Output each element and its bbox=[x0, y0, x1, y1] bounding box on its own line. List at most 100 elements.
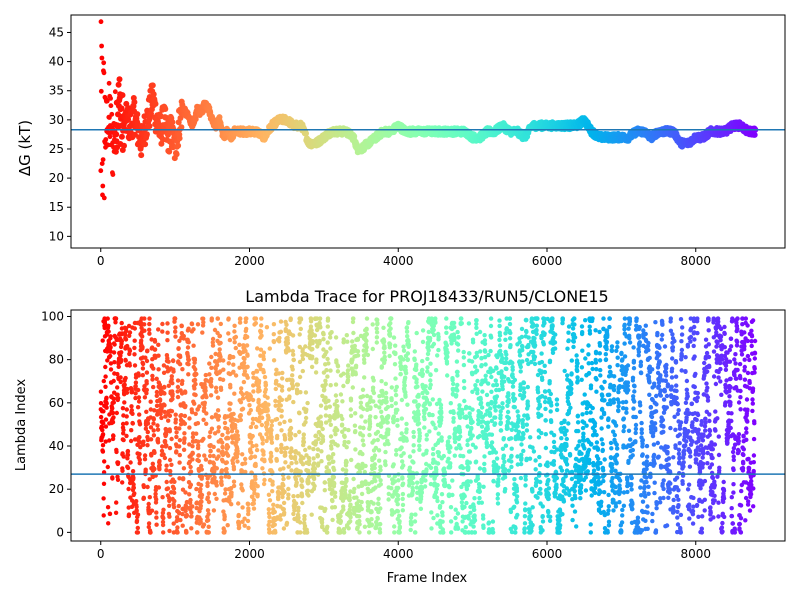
lambda-point bbox=[341, 372, 345, 376]
lambda-point bbox=[183, 404, 187, 408]
lambda-point bbox=[241, 396, 245, 400]
lambda-point bbox=[323, 507, 327, 511]
lambda-point bbox=[176, 395, 180, 399]
lambda-point bbox=[167, 384, 171, 388]
lambda-point bbox=[256, 484, 260, 488]
lambda-point bbox=[341, 507, 345, 511]
lambda-point bbox=[229, 502, 233, 506]
lambda-point bbox=[207, 491, 211, 495]
lambda-point bbox=[101, 432, 105, 436]
lambda-point bbox=[190, 457, 194, 461]
lambda-point bbox=[162, 403, 166, 407]
lambda-point bbox=[266, 403, 270, 407]
lambda-point bbox=[400, 398, 404, 402]
lambda-point bbox=[356, 338, 360, 342]
lambda-point bbox=[138, 458, 142, 462]
lambda-point bbox=[262, 478, 266, 482]
lambda-point bbox=[228, 338, 232, 342]
lambda-point bbox=[405, 438, 409, 442]
lambda-point bbox=[121, 428, 125, 432]
lambda-point bbox=[401, 345, 405, 349]
lambda-point bbox=[404, 422, 408, 426]
lambda-point bbox=[232, 484, 236, 488]
lambda-point bbox=[375, 330, 379, 334]
lambda-point bbox=[425, 433, 429, 437]
lambda-point bbox=[101, 496, 105, 500]
lambda-point bbox=[264, 383, 268, 387]
lambda-point bbox=[314, 441, 318, 445]
lambda-point bbox=[392, 462, 396, 466]
lambda-point bbox=[212, 445, 216, 449]
lambda-point bbox=[122, 400, 126, 404]
y-tick-label: 45 bbox=[49, 25, 64, 39]
lambda-point bbox=[378, 478, 382, 482]
lambda-point bbox=[360, 452, 364, 456]
lambda-point bbox=[274, 387, 278, 391]
y-tick-label: 10 bbox=[49, 229, 64, 243]
lambda-point bbox=[140, 345, 144, 349]
lambda-point bbox=[210, 316, 214, 320]
lambda-point bbox=[262, 351, 266, 355]
lambda-point bbox=[254, 464, 258, 468]
lambda-point bbox=[262, 459, 266, 463]
lambda-point bbox=[303, 448, 307, 452]
lambda-point bbox=[151, 385, 155, 389]
lambda-point bbox=[339, 392, 343, 396]
lambda-point bbox=[323, 480, 327, 484]
lambda-point bbox=[251, 398, 255, 402]
lambda-point bbox=[209, 393, 213, 397]
lambda-point bbox=[378, 468, 382, 472]
lambda-point bbox=[345, 445, 349, 449]
lambda-point bbox=[418, 434, 422, 438]
lambda-point bbox=[134, 499, 138, 503]
lambda-point bbox=[104, 396, 108, 400]
lambda-point bbox=[377, 459, 381, 463]
lambda-point bbox=[226, 430, 230, 434]
lambda-point bbox=[178, 518, 182, 522]
lambda-point bbox=[336, 369, 340, 373]
lambda-point bbox=[313, 333, 317, 337]
lambda-point bbox=[246, 519, 250, 523]
lambda-point bbox=[406, 320, 410, 324]
lambda-point bbox=[380, 364, 384, 368]
lambda-point bbox=[417, 444, 421, 448]
lambda-point bbox=[241, 407, 245, 411]
lambda-point bbox=[319, 422, 323, 426]
lambda-point bbox=[371, 347, 375, 351]
lambda-point bbox=[280, 398, 284, 402]
lambda-point bbox=[238, 320, 242, 324]
lambda-point bbox=[373, 415, 377, 419]
lambda-point bbox=[363, 464, 367, 468]
lambda-point bbox=[365, 332, 369, 336]
lambda-point bbox=[411, 460, 415, 464]
lambda-point bbox=[269, 435, 273, 439]
lambda-point bbox=[417, 403, 421, 407]
lambda-point bbox=[386, 428, 390, 432]
dg-point bbox=[109, 112, 114, 117]
lambda-point bbox=[306, 489, 310, 493]
lambda-point bbox=[103, 374, 107, 378]
y-tick-label: 20 bbox=[49, 171, 64, 185]
lambda-point bbox=[186, 345, 190, 349]
lambda-point bbox=[162, 385, 166, 389]
lambda-point bbox=[187, 358, 191, 362]
lambda-point bbox=[214, 386, 218, 390]
lambda-point bbox=[137, 452, 141, 456]
lambda-point bbox=[239, 400, 243, 404]
lambda-point bbox=[111, 434, 115, 438]
lambda-point bbox=[262, 482, 266, 486]
lambda-point bbox=[408, 466, 412, 470]
lambda-point bbox=[161, 523, 165, 527]
lambda-point bbox=[204, 457, 208, 461]
lambda-point bbox=[319, 459, 323, 463]
lambda-point bbox=[209, 377, 213, 381]
lambda-point bbox=[283, 451, 287, 455]
lambda-point bbox=[203, 389, 207, 393]
lambda-point bbox=[145, 443, 149, 447]
lambda-point bbox=[227, 475, 231, 479]
lambda-point bbox=[278, 422, 282, 426]
lambda-point bbox=[279, 450, 283, 454]
lambda-point bbox=[114, 450, 118, 454]
lambda-point bbox=[415, 331, 419, 335]
lambda-point bbox=[155, 423, 159, 427]
